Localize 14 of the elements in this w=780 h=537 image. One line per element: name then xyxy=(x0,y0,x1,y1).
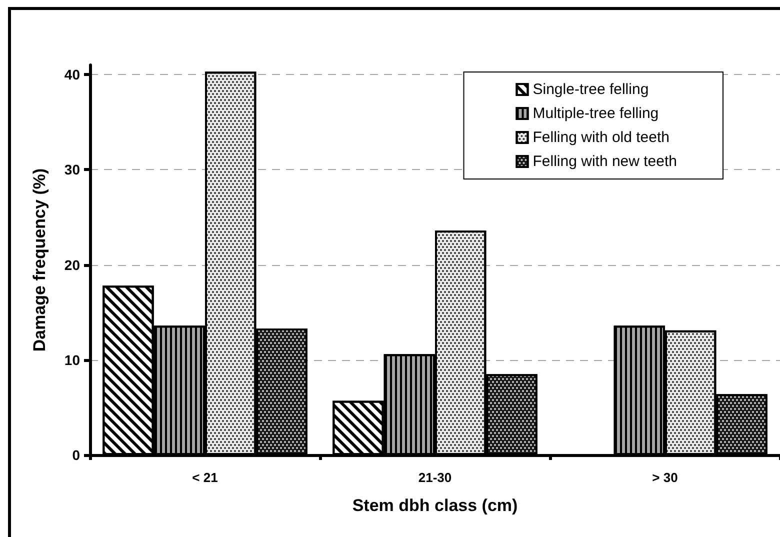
y-tick-label: 30 xyxy=(64,162,80,178)
x-tick-label: < 21 xyxy=(192,470,218,485)
legend-label: Single-tree felling xyxy=(532,81,649,98)
legend-label: Felling with old teeth xyxy=(532,129,670,146)
y-axis-title: Damage frequency (%) xyxy=(30,168,49,352)
x-axis-title: Stem dbh class (cm) xyxy=(352,496,518,515)
y-tick-label: 20 xyxy=(64,256,80,273)
x-tick-label: > 30 xyxy=(652,470,678,485)
x-tick-label: 21-30 xyxy=(418,470,452,485)
legend-label: Multiple-tree felling xyxy=(532,105,659,122)
legend-label: Felling with new teeth xyxy=(532,153,678,170)
y-tick-label: 0 xyxy=(72,447,80,463)
y-tick-label: 10 xyxy=(64,352,80,368)
y-tick-label: 40 xyxy=(64,66,80,83)
